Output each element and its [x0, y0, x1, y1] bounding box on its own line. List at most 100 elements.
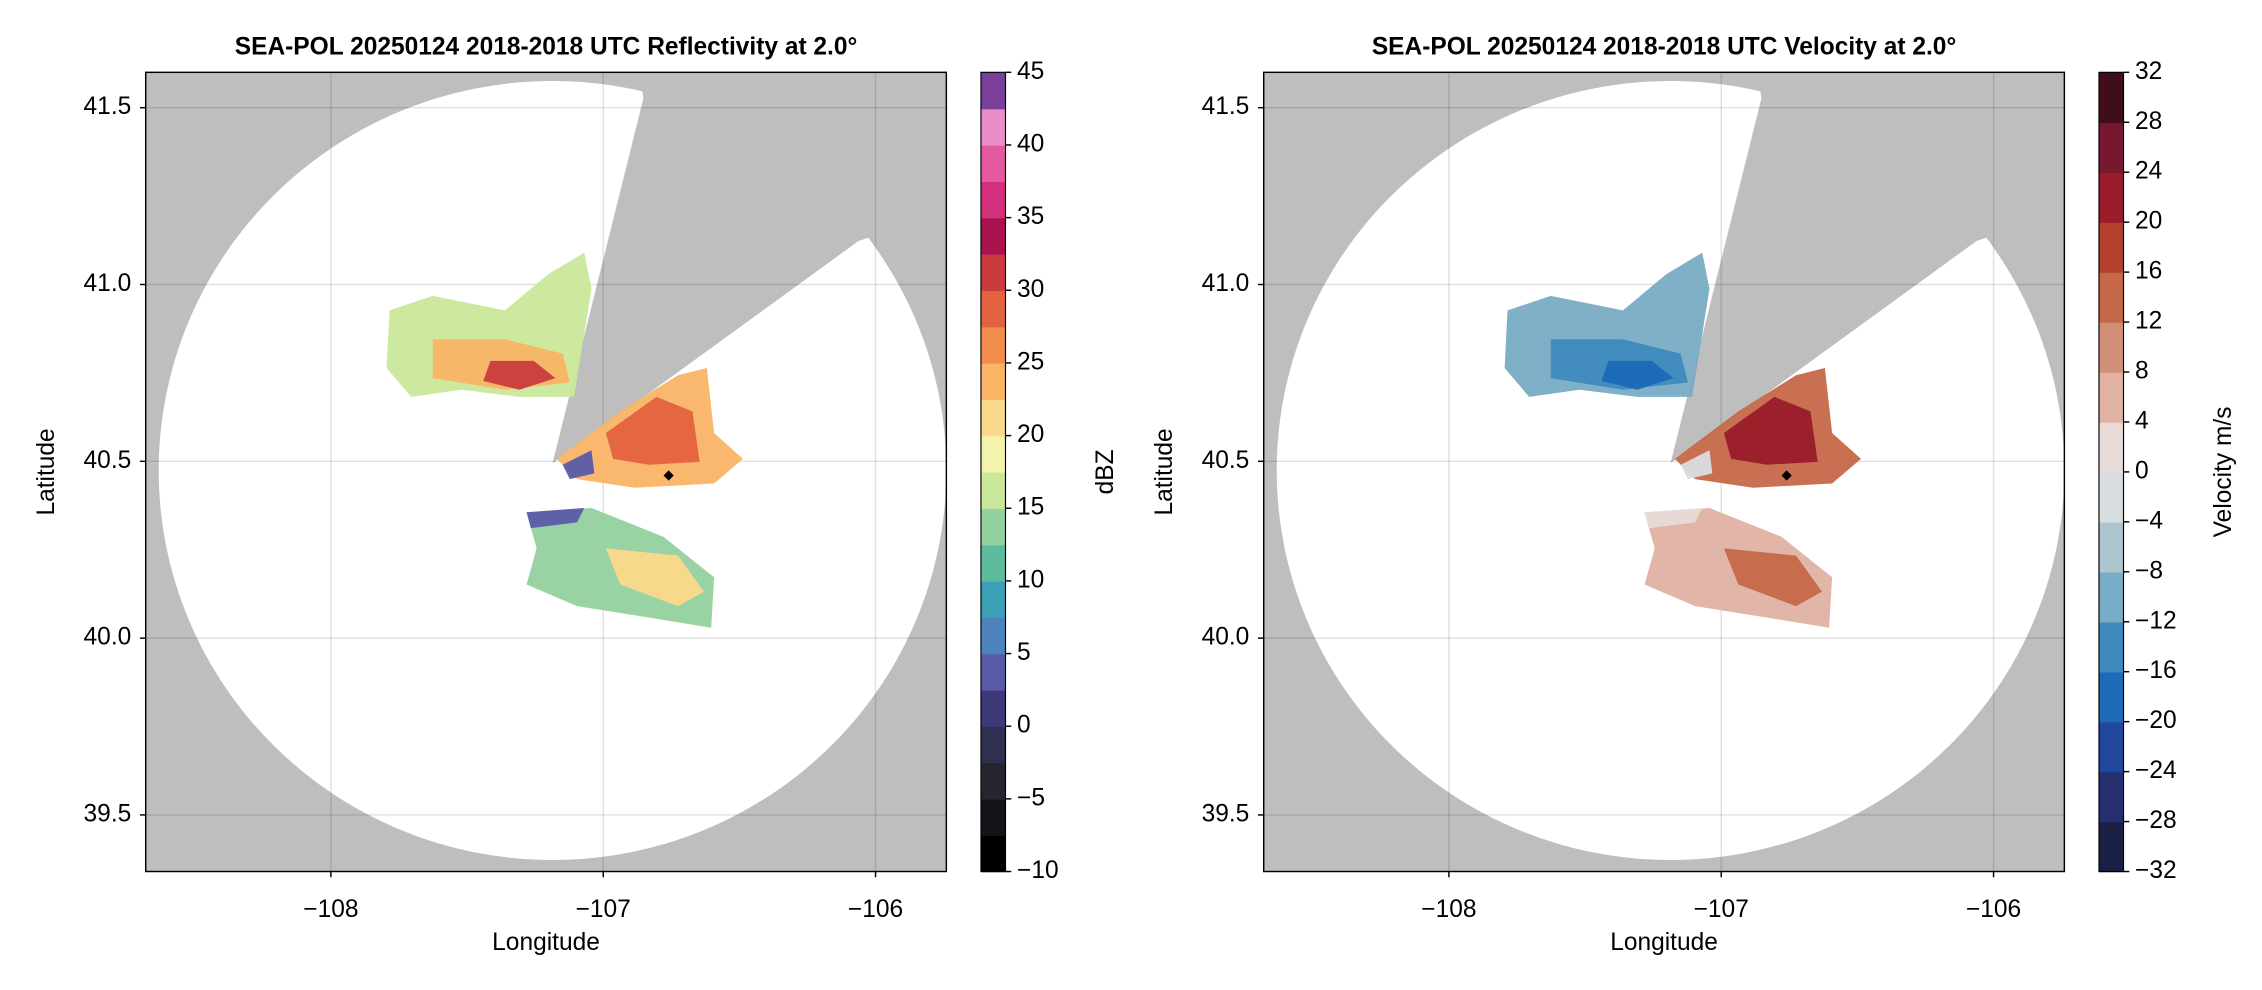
- colorbar-label: dBZ: [1092, 449, 1119, 494]
- colorbar-tick-label: 10: [1017, 566, 1044, 593]
- radar-echo: [483, 360, 556, 390]
- colorbar-bin: [980, 762, 1006, 800]
- colorbar-tick-label: 12: [2135, 308, 2162, 335]
- x-tick-label: −108: [1421, 896, 1476, 923]
- colorbar-tick-label: 0: [2135, 457, 2149, 484]
- colorbar-tick-label: 30: [1017, 276, 1044, 303]
- colorbar-tick-label: −12: [2135, 607, 2177, 634]
- colorbar-bin: [980, 653, 1006, 691]
- plot-frame: [1262, 71, 2066, 873]
- y-tick-label: 41.5: [1202, 93, 1250, 120]
- colorbar-tick-label: −16: [2135, 657, 2177, 684]
- colorbar-bin: [2098, 621, 2124, 673]
- colorbar-tick-label: 16: [2135, 258, 2162, 285]
- colorbar-tick-label: 5: [1017, 639, 1031, 666]
- y-tick-label: 39.5: [1202, 800, 1250, 827]
- colorbar-bin: [980, 508, 1006, 546]
- radar-echo: [562, 450, 595, 480]
- blocked-sector: [1670, 72, 2065, 464]
- colorbar-tick-label: 32: [2135, 58, 2162, 85]
- colorbar-tick-label: 20: [2135, 208, 2162, 235]
- colorbar-bin: [980, 326, 1006, 364]
- colorbar-tick-label: −24: [2135, 757, 2177, 784]
- colorbar-frame: [980, 71, 1007, 873]
- colorbar-tick-label: 20: [1017, 421, 1044, 448]
- colorbar-bin: [980, 617, 1006, 655]
- colorbar-bin: [980, 144, 1006, 183]
- colorbar-tick-label: 0: [1017, 712, 1031, 739]
- colorbar-tick-label: 28: [2135, 108, 2162, 135]
- colorbar-bin: [980, 290, 1006, 328]
- colorbar-bin: [2098, 571, 2124, 623]
- colorbar-bin: [2098, 671, 2124, 723]
- y-tick-label: 40.0: [1202, 624, 1250, 651]
- y-tick-label: 40.5: [84, 447, 132, 474]
- radar-echo: [526, 507, 585, 529]
- x-tick-label: −108: [303, 896, 358, 923]
- colorbar-tick-label: 45: [1017, 58, 1044, 85]
- x-tick-label: −106: [848, 896, 903, 923]
- colorbar-bin: [2098, 172, 2124, 223]
- colorbar-tick-label: −28: [2135, 807, 2177, 834]
- colorbar-bin: [980, 217, 1006, 255]
- y-tick-label: 40.5: [1202, 447, 1250, 474]
- colorbar-bin: [2098, 821, 2124, 873]
- colorbar-bin: [980, 362, 1006, 400]
- colorbar-bin: [980, 181, 1006, 219]
- y-tick-label: 40.0: [84, 624, 132, 651]
- chart-title: SEA-POL 20250124 2018-2018 UTC Velocity …: [1372, 33, 1956, 60]
- colorbar-bin: [980, 798, 1006, 836]
- x-axis-label: Longitude: [1610, 929, 1718, 956]
- x-tick-label: −107: [576, 896, 631, 923]
- colorbar-tick-label: 8: [2135, 358, 2149, 385]
- radar-site: [663, 470, 674, 481]
- radar-echo: [1680, 450, 1713, 480]
- x-tick-label: −106: [1966, 896, 2021, 923]
- colorbar-bin: [980, 726, 1006, 764]
- colorbar-bin: [980, 435, 1006, 473]
- colorbar-tick-label: −20: [2135, 707, 2177, 734]
- colorbar-bin: [2098, 122, 2124, 173]
- colorbar-bin: [2098, 322, 2124, 373]
- radar-echo: [1601, 360, 1674, 390]
- colorbar-bin: [2098, 771, 2124, 823]
- colorbar-tick-label: 25: [1017, 348, 1044, 375]
- colorbar-label: Velocity m/s: [2210, 407, 2237, 538]
- colorbar-bin: [2098, 272, 2124, 323]
- chart-title: SEA-POL 20250124 2018-2018 UTC Reflectiv…: [235, 33, 858, 60]
- colorbar-tick-label: −4: [2135, 507, 2163, 534]
- radar-echo: [1723, 396, 1818, 465]
- y-axis-label: Latitude: [1151, 428, 1178, 515]
- colorbar-bin: [2098, 372, 2124, 423]
- blocked-sector: [552, 72, 947, 464]
- map-panel: [145, 72, 947, 872]
- colorbar-tick-label: −10: [1017, 857, 1059, 884]
- colorbar-bin: [980, 471, 1006, 509]
- colorbar-bin: [2098, 72, 2124, 123]
- radar-echo: [605, 396, 700, 465]
- colorbar-bin: [2098, 421, 2124, 473]
- x-tick-label: −107: [1694, 896, 1749, 923]
- colorbar-bin: [980, 835, 1006, 873]
- plot-frame: [144, 71, 948, 873]
- colorbar-tick-label: 40: [1017, 130, 1044, 157]
- y-tick-label: 39.5: [84, 800, 132, 827]
- colorbar-bin: [980, 108, 1006, 146]
- colorbar-bin: [2098, 471, 2124, 523]
- colorbar-tick-label: 15: [1017, 494, 1044, 521]
- colorbar-bin: [980, 399, 1006, 437]
- colorbar-tick-label: 24: [2135, 158, 2162, 185]
- colorbar-bin: [2098, 721, 2124, 773]
- colorbar-bin: [2098, 222, 2124, 273]
- radar-echo: [1644, 507, 1703, 529]
- colorbar-tick-label: 4: [2135, 407, 2149, 434]
- x-axis-label: Longitude: [492, 929, 600, 956]
- colorbar-bin: [980, 72, 1006, 110]
- y-tick-label: 41.5: [84, 93, 132, 120]
- radar-echo: [605, 548, 704, 607]
- colorbar-tick-label: 35: [1017, 203, 1044, 230]
- y-axis-label: Latitude: [33, 428, 60, 515]
- colorbar-tick-label: −32: [2135, 857, 2177, 884]
- colorbar-bin: [980, 689, 1006, 727]
